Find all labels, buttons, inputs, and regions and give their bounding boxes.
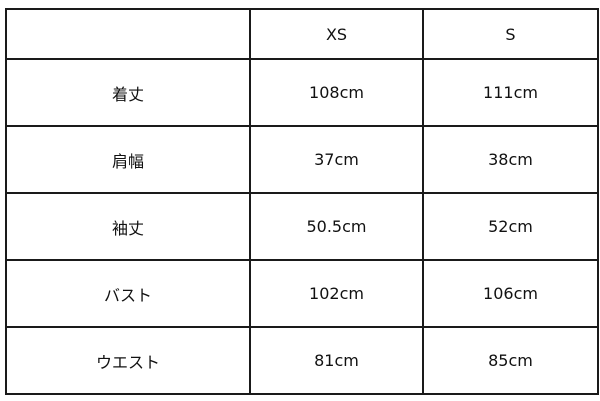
row-label: ウエスト — [5, 326, 251, 395]
corner-cell — [5, 8, 251, 60]
table-row: 肩幅 37cm 38cm — [5, 125, 599, 194]
table-row: ウエスト 81cm 85cm — [5, 326, 599, 395]
row-label: 肩幅 — [5, 125, 251, 194]
row-label: バスト — [5, 259, 251, 328]
value-cell: 85cm — [422, 326, 599, 395]
size-header-s: S — [422, 8, 599, 60]
value-cell: 52cm — [422, 192, 599, 261]
row-label: 袖丈 — [5, 192, 251, 261]
size-chart-table: XS S 着丈 108cm 111cm 肩幅 37cm 38cm 袖丈 50.5… — [5, 8, 599, 395]
table-row: バスト 102cm 106cm — [5, 259, 599, 328]
row-label: 着丈 — [5, 58, 251, 127]
value-cell: 81cm — [249, 326, 424, 395]
table-row: 着丈 108cm 111cm — [5, 58, 599, 127]
value-cell: 37cm — [249, 125, 424, 194]
value-cell: 106cm — [422, 259, 599, 328]
header-row: XS S — [5, 8, 599, 60]
value-cell: 50.5cm — [249, 192, 424, 261]
value-cell: 108cm — [249, 58, 424, 127]
value-cell: 102cm — [249, 259, 424, 328]
value-cell: 111cm — [422, 58, 599, 127]
size-header-xs: XS — [249, 8, 424, 60]
value-cell: 38cm — [422, 125, 599, 194]
table-row: 袖丈 50.5cm 52cm — [5, 192, 599, 261]
